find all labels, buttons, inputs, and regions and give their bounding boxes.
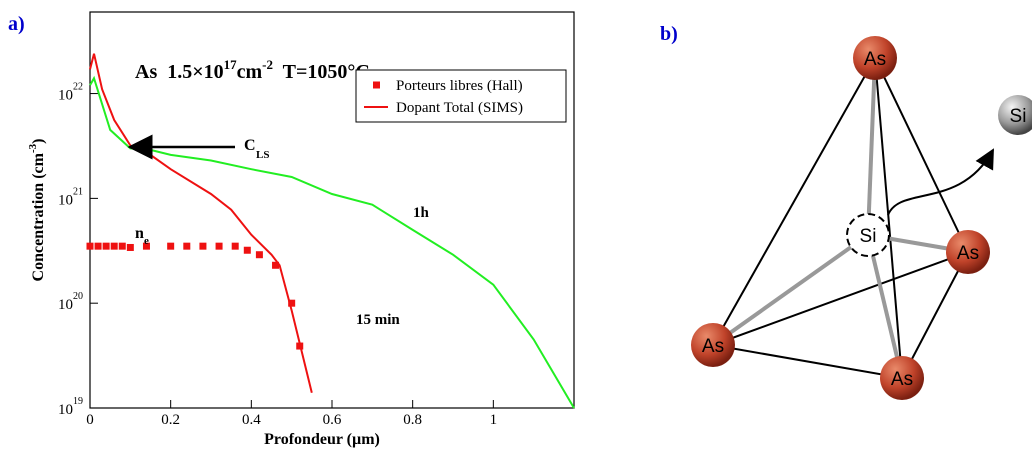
series-label: 15 min — [356, 312, 400, 328]
atom-label: As — [957, 243, 979, 264]
series-label: 1h — [413, 205, 430, 221]
x-tick-label: 0 — [86, 412, 94, 428]
x-tick-label: 0.4 — [242, 412, 261, 428]
data-point — [243, 246, 251, 254]
data-point — [86, 242, 94, 250]
data-point — [110, 242, 118, 250]
annotation: n — [135, 225, 144, 242]
x-tick-label: 0.2 — [161, 412, 180, 428]
x-tick-label: 0.8 — [403, 412, 422, 428]
y-tick-exponent: 20 — [73, 291, 83, 302]
title-superscript: -2 — [262, 57, 273, 72]
panel-label: b) — [660, 23, 678, 45]
chart-title: As 1.5×1017cm-2 T=1050°C — [135, 57, 370, 83]
data-point — [94, 242, 102, 250]
atom-label: As — [864, 49, 886, 70]
annotation-subscript: e — [144, 235, 149, 247]
data-point — [272, 261, 280, 269]
data-line — [89, 53, 313, 393]
legend-marker — [373, 81, 380, 89]
annotation-subscript: LS — [256, 149, 269, 161]
data-line — [89, 75, 575, 409]
y-tick-label: 10 — [58, 402, 73, 418]
title-part: As 1.5×10 — [135, 61, 224, 83]
title-superscript: 17 — [224, 57, 238, 72]
y-tick-exponent: 19 — [73, 396, 83, 407]
y-axis-label: Concentration (cm-3) — [27, 139, 47, 282]
atom-label: As — [891, 369, 913, 390]
panel-label: a) — [8, 13, 25, 35]
y-tick-exponent: 21 — [73, 186, 83, 197]
data-point — [142, 242, 150, 250]
data-point — [118, 242, 126, 250]
legend-box — [355, 69, 567, 123]
y-label-part: -3 — [27, 143, 39, 153]
data-point — [215, 242, 223, 250]
x-tick-label: 0.6 — [323, 412, 342, 428]
y-label-part: ) — [30, 139, 47, 144]
data-point — [167, 242, 175, 250]
title-part: cm — [237, 61, 263, 83]
y-tick-label: 10 — [58, 88, 73, 104]
y-label-part: Concentration (cm — [30, 152, 47, 281]
y-tick-label: 10 — [58, 192, 73, 208]
y-tick-label: 10 — [58, 297, 73, 313]
data-point — [231, 242, 239, 250]
data-point — [102, 242, 110, 250]
data-point — [288, 299, 296, 307]
atom-label: Si — [860, 226, 877, 247]
annotation: C — [244, 137, 256, 154]
atom-label: Si — [1010, 106, 1027, 127]
data-point — [183, 242, 191, 250]
data-point — [126, 243, 134, 251]
y-tick-exponent: 22 — [73, 82, 83, 93]
title-part: T=1050°C — [273, 61, 370, 83]
diagram: As Si As Si As As — [691, 36, 1032, 400]
legend-label: Porteurs libres (Hall) — [396, 78, 523, 94]
legend-label: Dopant Total (SIMS) — [396, 100, 523, 116]
atom-label: As — [702, 336, 724, 357]
x-tick-label: 1 — [490, 412, 498, 428]
data-point — [199, 242, 207, 250]
data-point — [255, 251, 263, 259]
x-axis-label: Profondeur (µm) — [264, 431, 380, 448]
